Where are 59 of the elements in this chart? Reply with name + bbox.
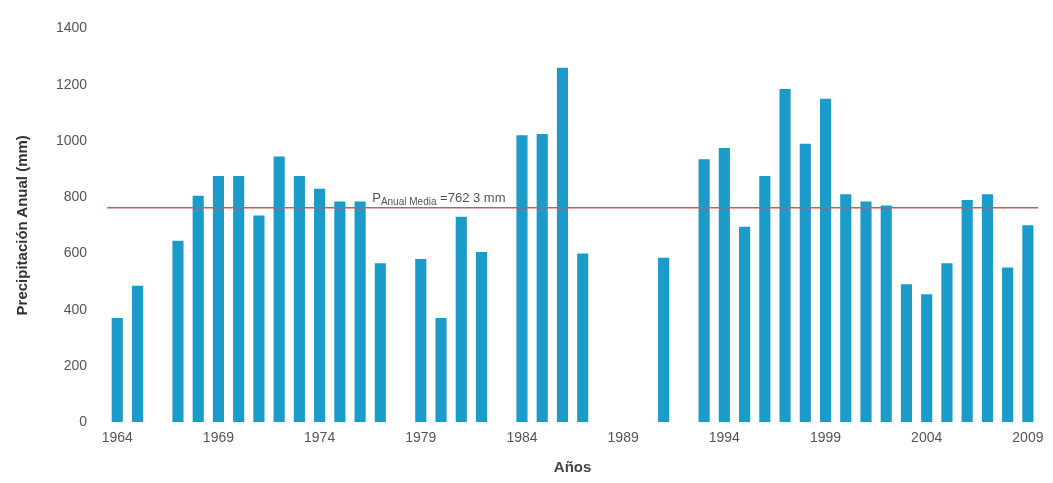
bar [111, 318, 123, 423]
x-tick-label: 1999 [809, 429, 842, 446]
x-tick-label: 2009 [1012, 429, 1044, 446]
bar [860, 201, 872, 423]
bar [273, 156, 285, 423]
bar [233, 176, 245, 423]
y-tick-label: 600 [63, 244, 88, 261]
bar [354, 201, 366, 423]
y-tick-label: 1200 [55, 75, 88, 92]
bar [556, 67, 569, 423]
x-tick-label: 2004 [911, 429, 943, 446]
x-tick-label: 1964 [101, 429, 134, 446]
bar [455, 216, 467, 423]
bar [981, 194, 993, 423]
y-tick-label: 0 [79, 413, 88, 430]
y-tick-label: 1400 [55, 19, 88, 36]
x-tick-label: 1969 [202, 429, 235, 446]
bar [536, 133, 548, 423]
bar [921, 294, 933, 423]
bar [900, 284, 913, 423]
bar [516, 135, 528, 423]
bar [779, 88, 791, 423]
bar [435, 318, 447, 423]
bar [577, 253, 589, 423]
bar [961, 199, 973, 423]
bar [759, 176, 771, 423]
bar [415, 259, 427, 423]
bar [739, 226, 751, 423]
bar [1002, 267, 1014, 423]
bar [799, 143, 811, 423]
bar [374, 263, 386, 423]
bar [131, 285, 144, 423]
x-tick-label: 1989 [607, 429, 639, 446]
bar [314, 188, 326, 423]
bar [293, 176, 305, 423]
bar [819, 98, 832, 423]
bar [658, 257, 670, 423]
bar [1022, 225, 1034, 423]
bar [172, 240, 184, 423]
x-tick-label: 1984 [506, 429, 538, 446]
bar [253, 215, 265, 423]
x-tick-label: 1979 [405, 429, 437, 446]
bar [941, 263, 953, 423]
x-axis-title: Años [553, 458, 592, 476]
y-tick-label: 800 [63, 188, 88, 205]
bar [475, 252, 488, 423]
bar [192, 195, 204, 423]
y-tick-label: 400 [63, 300, 88, 317]
bar [212, 176, 225, 423]
bar [718, 147, 730, 423]
y-tick-label: 200 [63, 356, 88, 373]
bar [334, 201, 346, 423]
x-tick-label: 1994 [708, 429, 741, 446]
y-axis-title: Precipitación Anual (mm) [13, 135, 31, 316]
bar [840, 194, 852, 423]
bar [698, 159, 710, 423]
x-tick-label: 1974 [304, 429, 336, 446]
y-tick-label: 1000 [55, 131, 88, 148]
bar [880, 205, 892, 423]
